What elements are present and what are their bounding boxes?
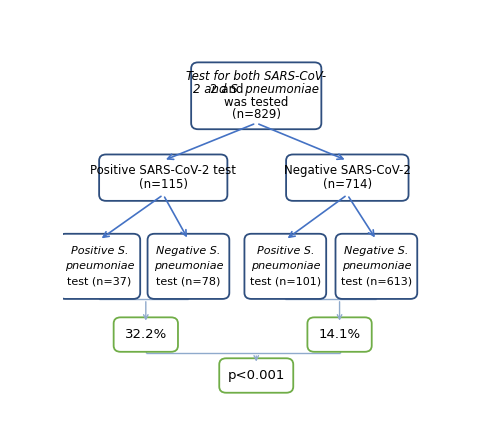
Text: (n=829): (n=829): [232, 109, 281, 121]
FancyBboxPatch shape: [219, 358, 294, 393]
Text: p<0.001: p<0.001: [228, 369, 285, 382]
FancyBboxPatch shape: [114, 317, 178, 352]
Text: 2 and S. pneumoniae: 2 and S. pneumoniae: [193, 83, 320, 96]
Text: Negative S.: Negative S.: [344, 246, 408, 256]
Text: 2 and: 2 and: [210, 83, 303, 96]
Text: Positive SARS-CoV-2 test: Positive SARS-CoV-2 test: [90, 164, 236, 177]
FancyBboxPatch shape: [244, 234, 326, 299]
FancyBboxPatch shape: [99, 155, 228, 201]
Text: Positive S.: Positive S.: [70, 246, 128, 256]
Text: Negative SARS-CoV-2: Negative SARS-CoV-2: [284, 164, 411, 177]
Text: pneumoniae: pneumoniae: [342, 261, 411, 272]
Text: test (n=101): test (n=101): [250, 276, 321, 287]
Text: pneumoniae: pneumoniae: [64, 261, 134, 272]
FancyBboxPatch shape: [286, 155, 408, 201]
FancyBboxPatch shape: [336, 234, 417, 299]
Text: (n=714): (n=714): [323, 178, 372, 191]
Text: 14.1%: 14.1%: [318, 328, 360, 341]
FancyBboxPatch shape: [148, 234, 230, 299]
Text: (n=115): (n=115): [139, 178, 188, 191]
Text: test (n=613): test (n=613): [341, 276, 412, 287]
Text: Positive S.: Positive S.: [256, 246, 314, 256]
Text: test (n=37): test (n=37): [67, 276, 132, 287]
Text: test (n=78): test (n=78): [156, 276, 220, 287]
Text: pneumoniae: pneumoniae: [154, 261, 223, 272]
FancyBboxPatch shape: [191, 62, 322, 129]
Text: 32.2%: 32.2%: [124, 328, 167, 341]
Text: Negative S.: Negative S.: [156, 246, 220, 256]
Text: Test for both SARS-CoV-: Test for both SARS-CoV-: [186, 70, 326, 83]
FancyBboxPatch shape: [58, 234, 140, 299]
Text: was tested: was tested: [224, 96, 288, 109]
Text: pneumoniae: pneumoniae: [250, 261, 320, 272]
FancyBboxPatch shape: [308, 317, 372, 352]
